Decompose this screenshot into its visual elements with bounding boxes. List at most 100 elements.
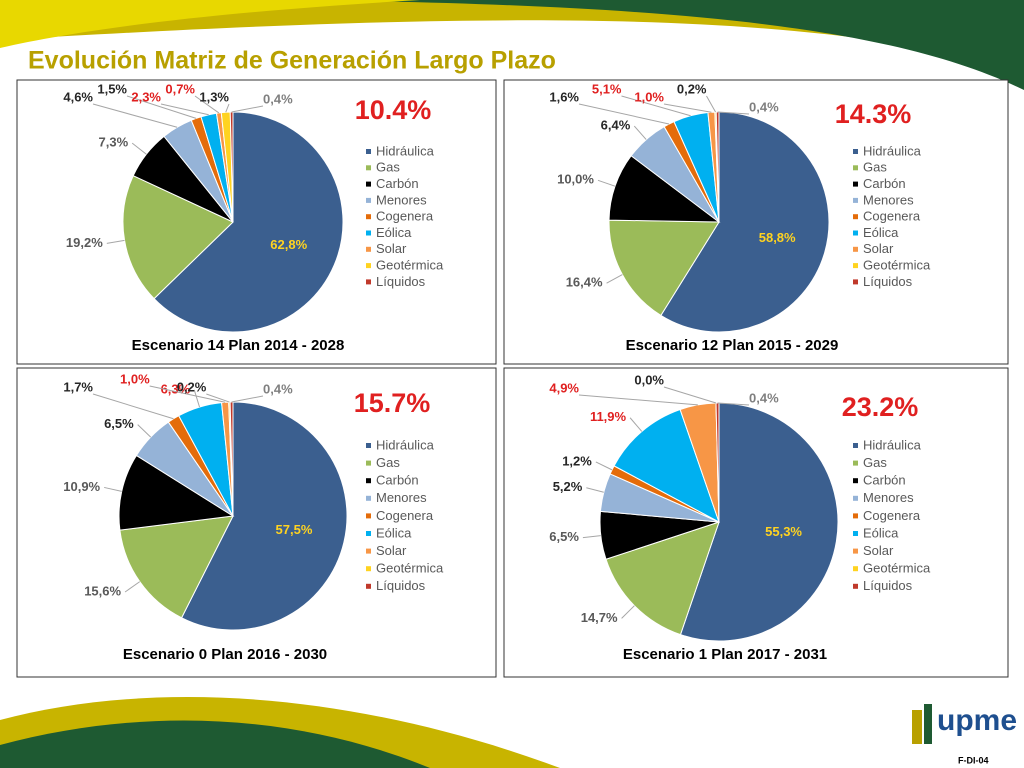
legend-label: Eólica <box>863 525 899 540</box>
legend-swatch <box>366 279 371 285</box>
leader-line <box>663 103 712 113</box>
data-label: 0,4% <box>263 381 293 396</box>
leader-line <box>621 605 635 619</box>
leader-line <box>717 111 750 115</box>
annotation: 14.3% <box>835 99 912 129</box>
legend-swatch <box>366 263 371 269</box>
data-label: 0,4% <box>749 390 779 405</box>
data-label: 7,3% <box>99 135 129 150</box>
data-label: 1,0% <box>634 89 664 104</box>
legend-label: Carbón <box>376 176 419 191</box>
chart-title: Escenario 1 Plan 2017 - 2031 <box>623 646 827 663</box>
legend-swatch <box>366 197 371 203</box>
data-label: 57,5% <box>276 522 313 537</box>
leader-line <box>663 386 717 404</box>
data-label: 4,6% <box>63 89 93 104</box>
leader-line <box>106 239 125 244</box>
legend-swatch <box>366 246 371 252</box>
data-label: 15,6% <box>84 583 121 598</box>
legend-swatch <box>366 548 371 554</box>
data-label: 1,2% <box>562 453 592 468</box>
leader-line <box>597 179 616 187</box>
legend-label: Menores <box>863 490 914 505</box>
legend-label: Menores <box>376 490 427 505</box>
legend-label: Cogenera <box>863 209 921 224</box>
legend-swatch <box>366 149 371 154</box>
data-label: 1,0% <box>120 371 150 386</box>
legend-label: Gas <box>863 160 887 175</box>
top-swoosh-light <box>0 0 420 48</box>
data-label: 1,7% <box>63 379 93 394</box>
legend-swatch <box>853 263 858 269</box>
legend-label: Carbón <box>376 473 419 488</box>
legend-swatch <box>366 443 371 448</box>
leader-line <box>194 95 220 114</box>
chart-title: Escenario 12 Plan 2015 - 2029 <box>626 337 839 354</box>
data-label: 0,0% <box>634 372 664 387</box>
leader-line <box>586 487 604 493</box>
legend-swatch <box>853 230 858 236</box>
data-label: 16,4% <box>566 275 603 290</box>
legend-label: Hidráulica <box>376 437 435 452</box>
legend-label: Geotérmica <box>863 561 931 576</box>
bottom-swoosh-dark <box>0 720 430 768</box>
legend-label: Gas <box>863 455 887 470</box>
leader-line <box>225 103 230 113</box>
legend-swatch <box>366 531 371 536</box>
data-label: 14,7% <box>581 610 618 625</box>
legend-label: Menores <box>376 192 427 207</box>
legend-swatch <box>366 478 371 484</box>
legend-swatch <box>853 181 858 187</box>
leader-line <box>104 486 122 492</box>
leader-line <box>621 95 691 117</box>
annotation: 23.2% <box>842 392 919 422</box>
annotation: 10.4% <box>355 95 432 125</box>
legend-label: Líquidos <box>376 274 426 289</box>
legend-swatch <box>853 460 858 466</box>
leader-line <box>92 393 174 420</box>
legend-label: Geotérmica <box>376 258 444 273</box>
data-label: 1,6% <box>549 89 579 104</box>
legend-label: Hidráulica <box>863 143 922 158</box>
leader-line <box>126 95 197 119</box>
legend-label: Carbón <box>863 176 906 191</box>
legend-swatch <box>853 495 858 501</box>
legend-label: Geotérmica <box>863 258 931 273</box>
leader-line <box>124 581 141 593</box>
data-label: 6,5% <box>104 416 134 431</box>
legend-swatch <box>853 548 858 554</box>
data-label: 6,4% <box>601 117 631 132</box>
data-label: 58,8% <box>759 230 796 245</box>
legend-label: Hidráulica <box>376 143 435 158</box>
data-label: 0,7% <box>165 81 195 96</box>
data-label: 4,9% <box>549 380 579 395</box>
leader-line <box>149 385 226 403</box>
legend-swatch <box>366 566 371 572</box>
legend-swatch <box>853 513 858 519</box>
pie-slice <box>608 219 720 317</box>
data-label: 5,2% <box>553 479 583 494</box>
top-swoosh-dark <box>300 0 1024 90</box>
legend-label: Geotérmica <box>376 561 444 576</box>
legend-swatch <box>853 279 858 285</box>
legend-label: Líquidos <box>863 578 913 593</box>
data-label: 0,2% <box>677 81 707 96</box>
legend-label: Eólica <box>376 525 412 540</box>
data-label: 10,9% <box>63 479 100 494</box>
legend-label: Eólica <box>863 225 899 240</box>
legend-label: Hidráulica <box>863 437 922 452</box>
leader-line <box>206 393 230 403</box>
legend-label: Solar <box>376 543 407 558</box>
annotation: 15.7% <box>354 388 431 418</box>
leader-line <box>578 394 698 406</box>
legend-swatch <box>853 583 858 589</box>
legend-swatch <box>853 149 858 154</box>
leader-line <box>231 105 264 113</box>
chart-title: Escenario 0 Plan 2016 - 2030 <box>123 646 327 663</box>
pie-slice <box>613 408 720 524</box>
footer: F-DI-04 <box>958 755 989 765</box>
legend-swatch <box>853 443 858 448</box>
leader-line <box>231 395 264 403</box>
legend-label: Carbón <box>863 473 906 488</box>
